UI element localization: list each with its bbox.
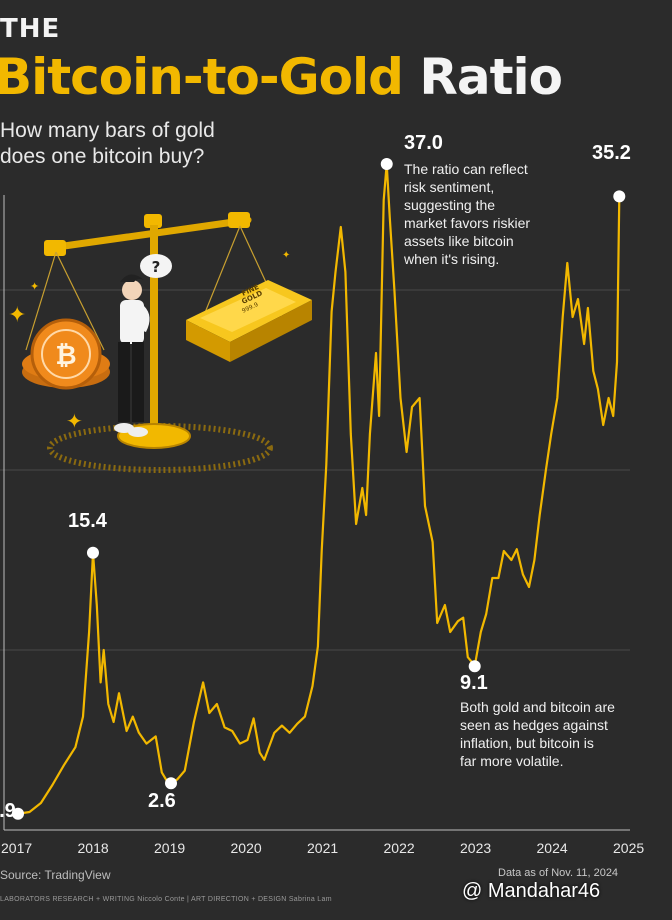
peak-value-label: 37.0 (404, 132, 443, 154)
sparkle-icon: ✦ (66, 411, 83, 433)
data-as-of: Data as of Nov. 11, 2024 (498, 867, 619, 879)
value-2018-label: 15.4 (68, 510, 107, 532)
scale-illustration: ₿ FINE GOLD 999.9 ? ✦ (8, 212, 312, 473)
labeled-points (12, 158, 626, 820)
credits: LABORATORS RESEARCH + WRITING Niccolo Co… (0, 896, 332, 903)
data-point-marker (165, 777, 177, 790)
subtitle-line-1: How many bars of gold (0, 119, 215, 142)
low-value-label: 9.1 (460, 672, 488, 694)
axes (3, 195, 630, 831)
peak-note: The ratio can reflect risk sentiment, su… (404, 161, 531, 267)
x-tick-label: 2018 (77, 840, 109, 856)
scale-top (144, 214, 162, 228)
scale-right-hook (228, 212, 250, 228)
page-title: Bitcoin-to-Gold Ratio (0, 48, 563, 106)
title-part-1: Bitcoin-to-Gold (0, 48, 404, 106)
source-note: Source: TradingView (0, 868, 111, 882)
x-tick-label: 2024 (536, 840, 568, 856)
x-tick-label: 2019 (154, 840, 186, 856)
thinking-man-figure (114, 274, 150, 437)
scale-left-hook (44, 240, 66, 256)
value-2017-label: 0.9 (0, 800, 16, 822)
scale-post (150, 225, 158, 425)
bitcoin-symbol: ₿ (55, 341, 76, 371)
value-2025-label: 35.2 (592, 142, 631, 164)
data-point-marker (468, 660, 481, 673)
data-point-marker (86, 546, 99, 559)
x-tick-label: 2025 (613, 840, 645, 856)
value-2019-label: 2.6 (148, 790, 176, 812)
x-tick-label: 2021 (307, 840, 339, 856)
thought-bubble (140, 254, 172, 278)
data-point-marker (380, 158, 393, 170)
x-tick-label: 2023 (460, 840, 492, 856)
question-mark: ? (152, 258, 161, 276)
ratio-series-line (17, 162, 621, 815)
low-note: Both gold and bitcoin are seen as hedges… (460, 699, 615, 769)
x-tick-label: 2017 (1, 840, 33, 856)
subtitle: How many bars of gold does one bitcoin b… (0, 118, 280, 170)
title-part-2: Ratio (419, 48, 563, 106)
x-tick-label: 2020 (230, 840, 262, 856)
data-point-marker (12, 807, 24, 820)
scale-beam (46, 216, 252, 252)
sparkle-icon: ✦ (282, 250, 290, 261)
sparkle-icon: ✦ (8, 302, 26, 327)
kicker: THE (0, 14, 61, 44)
watermark: @ Mandahar46 (462, 880, 601, 902)
subtitle-line-2: does one bitcoin buy? (0, 145, 205, 168)
sparkle-icon: ✦ (30, 281, 39, 293)
data-point-marker (613, 190, 626, 203)
x-tick-label: 2022 (383, 840, 415, 856)
